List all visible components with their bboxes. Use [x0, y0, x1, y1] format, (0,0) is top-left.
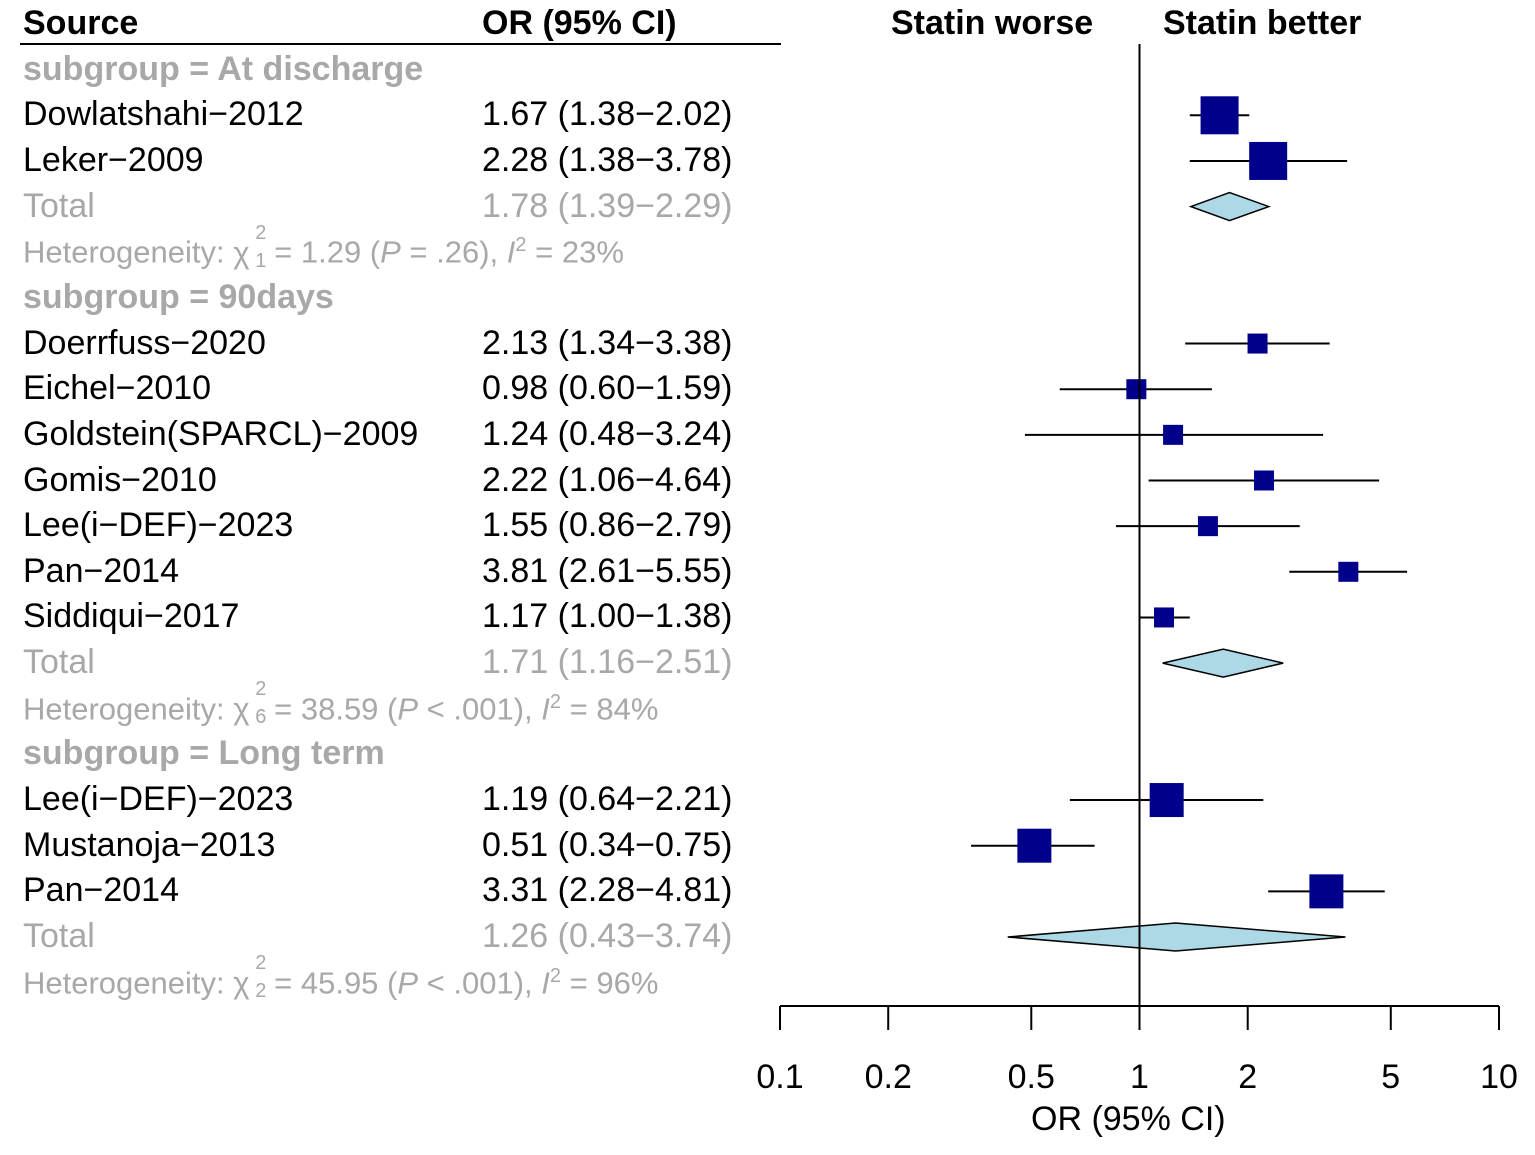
- x-tick-label: 10: [1480, 1058, 1518, 1096]
- header-statin-better: Statin better: [1163, 4, 1362, 42]
- study-square-marker: [1163, 424, 1184, 445]
- i-value: = 23%: [526, 234, 624, 270]
- p-symbol: P: [397, 691, 419, 727]
- header-statin-worse: Statin worse: [891, 4, 1094, 42]
- chi-superscript: 2: [255, 678, 267, 701]
- study-name: Lee(i−DEF)−2023: [23, 780, 294, 819]
- chi-superscript: 2: [255, 951, 267, 974]
- study-or-ci: 3.81 (2.61−5.55): [482, 551, 733, 590]
- study-or-ci: 1.67 (1.38−2.02): [482, 95, 733, 134]
- study-name: Siddiqui−2017: [23, 597, 240, 636]
- study-name: Dowlatshahi−2012: [23, 95, 304, 134]
- study-name: Pan−2014: [23, 551, 179, 590]
- study-or-ci: 0.51 (0.34−0.75): [482, 825, 733, 864]
- study-name: Pan−2014: [23, 871, 179, 910]
- study-name: Doerrfuss−2020: [23, 323, 266, 362]
- i-superscript: 2: [515, 234, 527, 257]
- het-prefix: Heterogeneity:: [23, 234, 234, 270]
- p-symbol: P: [380, 234, 401, 270]
- chi-value: = 38.59 (: [265, 691, 398, 727]
- study-or-ci: 1.24 (0.48−3.24): [482, 414, 733, 453]
- chi-superscript: 2: [255, 221, 267, 244]
- chi-df-subscript: 1: [255, 249, 267, 272]
- x-tick-label: 0.2: [864, 1058, 912, 1096]
- chi-letter: χ: [233, 691, 250, 727]
- study-name: Eichel−2010: [23, 369, 212, 408]
- chi-value: = 1.29 (: [265, 234, 381, 270]
- x-axis-label: OR (95% CI): [1031, 1100, 1226, 1138]
- study-or-ci: 1.55 (0.86−2.79): [482, 506, 733, 545]
- x-tick-label: 0.1: [756, 1058, 804, 1096]
- study-square-marker: [1149, 783, 1184, 818]
- chi-df-subscript: 2: [255, 979, 267, 1002]
- study-name: Lee(i−DEF)−2023: [23, 506, 294, 545]
- study-or-ci: 2.13 (1.34−3.38): [482, 323, 733, 362]
- study-or-ci: 1.19 (0.64−2.21): [482, 780, 733, 819]
- i-superscript: 2: [549, 690, 562, 713]
- chi-value: = 45.95 (: [265, 964, 398, 1000]
- study-square-marker: [1017, 828, 1052, 863]
- total-or-ci: 1.26 (0.43−3.74): [482, 917, 733, 955]
- het-prefix: Heterogeneity:: [23, 691, 234, 727]
- total-label: Total: [23, 186, 95, 225]
- study-name: Leker−2009: [23, 140, 204, 179]
- study-square-marker: [1338, 561, 1359, 582]
- total-label: Total: [23, 917, 95, 955]
- x-tick-label: 2: [1238, 1058, 1258, 1096]
- subgroup-label: subgroup = 90days: [23, 277, 334, 316]
- total-diamond: [1162, 648, 1284, 678]
- i-symbol: I: [541, 964, 550, 1000]
- x-tick-label: 5: [1381, 1058, 1401, 1096]
- p-value: < .001),: [418, 691, 542, 727]
- x-tick-label: 1: [1130, 1058, 1149, 1096]
- het-prefix: Heterogeneity:: [23, 964, 234, 1000]
- i-symbol: I: [506, 234, 516, 270]
- study-square-marker: [1247, 333, 1268, 354]
- study-square-marker: [1197, 516, 1218, 537]
- total-label: Total: [23, 643, 95, 682]
- x-tick-label: 0.5: [1007, 1058, 1055, 1096]
- total-diamond: [1007, 922, 1346, 952]
- study-or-ci: 0.98 (0.60−1.59): [482, 369, 733, 408]
- p-value: = .26),: [400, 234, 507, 270]
- total-diamond: [1188, 191, 1272, 222]
- study-name: Mustanoja−2013: [23, 825, 276, 864]
- chi-letter: χ: [233, 964, 250, 1000]
- p-value: < .001),: [418, 964, 542, 1000]
- i-symbol: I: [541, 691, 550, 727]
- subgroup-label: subgroup = At discharge: [23, 49, 424, 88]
- p-symbol: P: [397, 964, 419, 1000]
- study-or-ci: 2.28 (1.38−3.78): [482, 140, 733, 179]
- study-square-marker: [1154, 607, 1175, 628]
- study-square-marker: [1249, 141, 1288, 180]
- i-value: = 96%: [561, 964, 659, 1000]
- study-square-marker: [1200, 96, 1239, 135]
- study-name: Goldstein(SPARCL)−2009: [23, 414, 419, 453]
- study-or-ci: 3.31 (2.28−4.81): [482, 871, 733, 910]
- header-source: Source: [23, 4, 139, 42]
- study-square-marker: [1126, 379, 1147, 400]
- study-square-marker: [1309, 874, 1344, 909]
- chi-df-subscript: 6: [255, 706, 267, 729]
- total-or-ci: 1.78 (1.39−2.29): [482, 186, 733, 225]
- study-or-ci: 2.22 (1.06−4.64): [482, 460, 733, 499]
- study-square-marker: [1254, 470, 1275, 491]
- i-value: = 84%: [561, 691, 659, 727]
- header-or-ci: OR (95% CI): [482, 4, 677, 42]
- study-name: Gomis−2010: [23, 460, 217, 499]
- subgroup-label: subgroup = Long term: [23, 734, 385, 773]
- i-superscript: 2: [549, 964, 562, 987]
- total-or-ci: 1.71 (1.16−2.51): [482, 643, 733, 682]
- study-or-ci: 1.17 (1.00−1.38): [482, 597, 733, 636]
- chi-letter: χ: [233, 234, 250, 270]
